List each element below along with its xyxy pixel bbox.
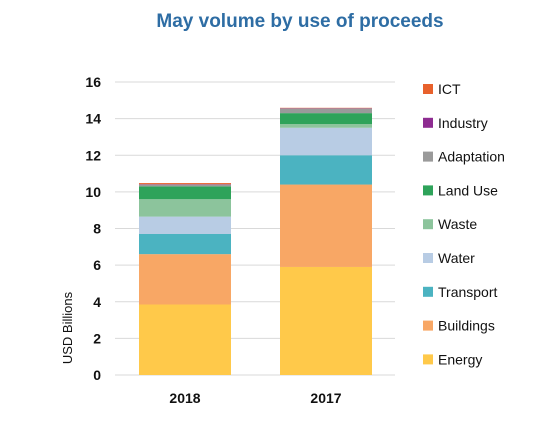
bar-segment-ict-2018 [139, 183, 231, 185]
axes: 0 2 4 6 8 10 12 14 16 2018 2017 [85, 74, 341, 406]
legend-swatch-ict [423, 84, 433, 94]
legend-swatch-adaptation [423, 151, 433, 162]
legend-label: Adaptation [438, 149, 505, 165]
bar-segment-adaptation-2017 [280, 108, 372, 114]
legend-label: Buildings [438, 318, 495, 334]
legend-swatch-water [423, 253, 433, 263]
bar-segment-water-2017 [280, 127, 372, 156]
legend-swatch-industry [423, 117, 433, 128]
bar-segment-waste-2018 [139, 199, 231, 217]
bar-segment-energy-2017 [280, 266, 372, 375]
y-axis-label: USD Billions [60, 291, 75, 364]
y-tick-label: 4 [93, 294, 101, 310]
legend: ICT Industry Adaptation Land Use Waste Water T… [423, 81, 505, 367]
legend-swatch-waste [423, 219, 433, 230]
bar-segment-buildings-2018 [139, 254, 231, 305]
legend-label: Transport [438, 284, 498, 300]
legend-swatch-land-use [423, 185, 433, 196]
y-tick-label: 12 [85, 147, 101, 163]
x-tick-label: 2018 [169, 390, 200, 406]
bar-segment-land-use-2017 [280, 113, 372, 125]
bar-segment-transport-2017 [280, 155, 372, 185]
legend-label: Water [438, 250, 475, 266]
y-tick-label: 2 [93, 330, 101, 346]
y-tick-label: 16 [85, 74, 101, 90]
bar-segment-adaptation-2018 [139, 184, 231, 187]
bar-segment-waste-2017 [280, 124, 372, 128]
legend-label: Industry [438, 115, 488, 131]
legend-swatch-buildings [423, 320, 433, 331]
legend-swatch-energy [423, 354, 433, 365]
legend-label: ICT [438, 81, 461, 97]
legend-label: Land Use [438, 182, 498, 198]
y-tick-label: 14 [85, 111, 101, 127]
bar-segment-buildings-2017 [280, 184, 372, 267]
bars [139, 107, 372, 375]
chart-title: May volume by use of proceeds [156, 11, 443, 32]
y-tick-label: 8 [93, 221, 101, 237]
y-tick-label: 0 [93, 367, 101, 383]
y-tick-label: 10 [85, 184, 101, 200]
bar-segment-land-use-2018 [139, 186, 231, 200]
x-tick-label: 2017 [310, 390, 341, 406]
legend-label: Waste [438, 216, 477, 232]
bar-segment-water-2018 [139, 216, 231, 234]
bar-segment-transport-2018 [139, 233, 231, 255]
y-tick-label: 6 [93, 257, 101, 273]
bar-segment-energy-2018 [139, 304, 231, 375]
legend-label: Energy [438, 351, 482, 367]
legend-swatch-transport [423, 286, 433, 297]
